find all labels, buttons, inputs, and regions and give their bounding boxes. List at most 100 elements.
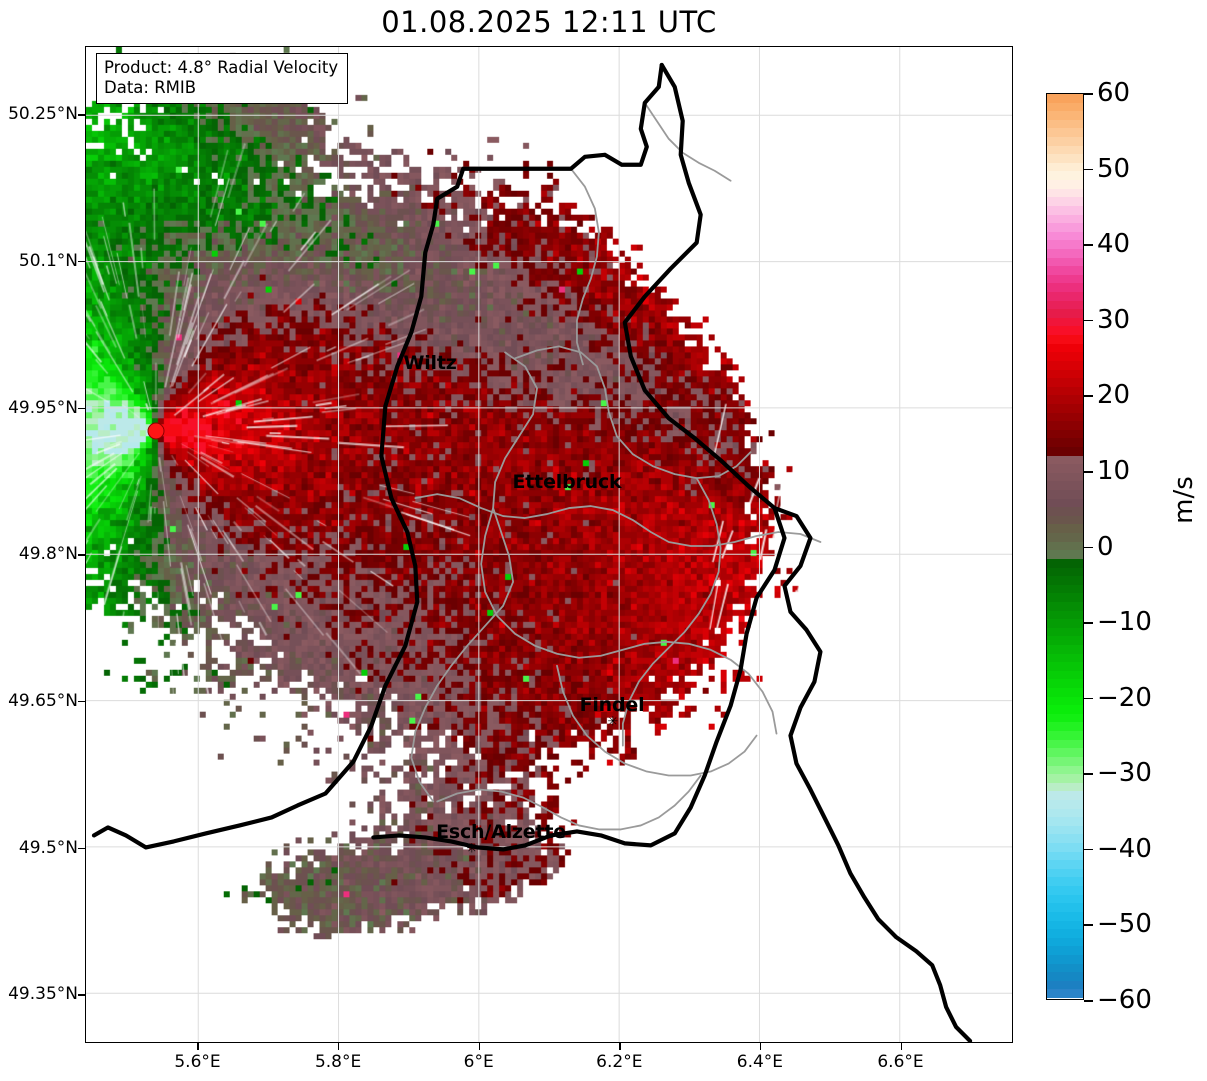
y-tick-label-3: 49.8°N	[18, 544, 78, 565]
colorbar-tick-mark-12	[1084, 1000, 1093, 1002]
x-tick-label-1: 5.8°E	[314, 1052, 362, 1072]
colorbar-band-38	[1047, 421, 1083, 430]
colorbar-band-94	[1047, 903, 1083, 912]
colorbar-band-4	[1047, 128, 1083, 138]
colorbar-band-73	[1047, 722, 1083, 732]
colorbar-band-15	[1047, 223, 1083, 232]
y-tick-label-0: 50.25°N	[8, 104, 78, 125]
product-line: Product: 4.8° Radial Velocity	[104, 58, 339, 77]
colorbar-band-60	[1047, 610, 1083, 620]
colorbar-band-63	[1047, 636, 1083, 645]
colorbar-tick-label-12: −60	[1097, 985, 1152, 1015]
radar-map-plot[interactable]: Product: 4.8° Radial Velocity Data: RMIB…	[85, 46, 1013, 1043]
colorbar-band-2	[1047, 111, 1083, 120]
colorbar-tick-label-2: 40	[1097, 229, 1131, 260]
colorbar-band-74	[1047, 731, 1083, 740]
colorbar-band-43	[1047, 464, 1083, 473]
colorbar-band-14	[1047, 214, 1083, 224]
velocity-colorbar[interactable]	[1046, 93, 1084, 1000]
colorbar-band-50	[1047, 524, 1083, 534]
colorbar-band-81	[1047, 791, 1083, 800]
colorbar-band-101	[1047, 963, 1083, 973]
colorbar-tick-label-4: 20	[1097, 380, 1131, 411]
city-label-findel: Findel	[579, 694, 645, 716]
colorbar-tick-mark-8	[1084, 697, 1093, 700]
y-tick-label-2: 49.95°N	[8, 397, 78, 418]
colorbar-band-100	[1047, 954, 1083, 964]
colorbar-band-1	[1047, 102, 1083, 112]
y-tick-label-4: 49.65°N	[8, 690, 78, 711]
colorbar-tick-label-1: 50	[1097, 153, 1131, 184]
colorbar-band-30	[1047, 352, 1083, 361]
colorbar-band-65	[1047, 653, 1083, 663]
colorbar-band-104	[1047, 989, 1083, 998]
colorbar-tick-mark-4	[1084, 395, 1093, 397]
x-tick-label-2: 6°E	[463, 1052, 494, 1072]
colorbar-band-68	[1047, 679, 1083, 689]
city-marker-icon: ✳	[607, 714, 619, 730]
colorbar-band-97	[1047, 929, 1083, 938]
colorbar-band-102	[1047, 972, 1083, 981]
colorbar-tick-label-8: −20	[1097, 682, 1152, 713]
city-marker-icon: ✳	[466, 841, 478, 857]
colorbar-band-98	[1047, 937, 1083, 947]
colorbar-band-42	[1047, 455, 1083, 465]
colorbar-band-46	[1047, 490, 1083, 499]
city-label-ettelbruck: Ettelbruck	[512, 471, 622, 493]
colorbar-band-45	[1047, 481, 1083, 491]
colorbar-band-95	[1047, 911, 1083, 921]
colorbar-band-84	[1047, 817, 1083, 826]
radar-site-icon	[147, 422, 165, 440]
colorbar-band-70	[1047, 696, 1083, 706]
colorbar-band-40	[1047, 438, 1083, 447]
colorbar-band-69	[1047, 688, 1083, 697]
colorbar-band-87	[1047, 843, 1083, 852]
colorbar-band-96	[1047, 920, 1083, 930]
colorbar-band-77	[1047, 756, 1083, 766]
colorbar-band-72	[1047, 713, 1083, 723]
colorbar-band-19	[1047, 257, 1083, 267]
colorbar-band-3	[1047, 119, 1083, 129]
x-tick-mark-4	[759, 1043, 762, 1050]
colorbar-band-28	[1047, 335, 1083, 344]
colorbar-tick-label-3: 30	[1097, 304, 1131, 335]
colorbar-band-48	[1047, 507, 1083, 516]
colorbar-tick-label-0: 60	[1097, 78, 1131, 108]
colorbar-tick-label-6: 0	[1097, 531, 1114, 562]
colorbar-band-18	[1047, 248, 1083, 258]
colorbar-tick-mark-2	[1084, 244, 1093, 246]
colorbar-band-44	[1047, 472, 1083, 482]
colorbar-band-49	[1047, 515, 1083, 525]
colorbar-tick-mark-5	[1084, 470, 1093, 473]
colorbar-band-80	[1047, 782, 1083, 792]
colorbar-band-54	[1047, 558, 1083, 568]
colorbar-band-93	[1047, 894, 1083, 904]
colorbar-tick-label-10: −40	[1097, 833, 1152, 864]
colorbar-band-92	[1047, 886, 1083, 895]
colorbar-band-20	[1047, 266, 1083, 275]
colorbar-band-71	[1047, 705, 1083, 714]
colorbar-band-31	[1047, 360, 1083, 370]
colorbar-band-59	[1047, 601, 1083, 611]
product-info-box: Product: 4.8° Radial Velocity Data: RMIB	[96, 53, 349, 104]
colorbar-band-55	[1047, 567, 1083, 577]
colorbar-band-24	[1047, 300, 1083, 310]
y-tick-label-1: 50.1°N	[18, 251, 78, 272]
colorbar-band-78	[1047, 765, 1083, 775]
colorbar-band-41	[1047, 446, 1083, 456]
colorbar-band-79	[1047, 774, 1083, 783]
colorbar-band-13	[1047, 205, 1083, 215]
admin-boundary-lines	[410, 101, 822, 831]
colorbar-band-58	[1047, 593, 1083, 602]
colorbar-band-22	[1047, 283, 1083, 293]
colorbar-band-26	[1047, 317, 1083, 327]
colorbar-band-56	[1047, 576, 1083, 585]
colorbar-band-39	[1047, 429, 1083, 439]
colorbar-band-23	[1047, 292, 1083, 301]
colorbar-tick-mark-6	[1084, 546, 1093, 549]
colorbar-band-25	[1047, 309, 1083, 318]
y-tick-mark-6	[78, 994, 85, 996]
country-border-lines	[91, 62, 973, 1042]
colorbar-band-57	[1047, 584, 1083, 594]
colorbar-band-76	[1047, 748, 1083, 757]
